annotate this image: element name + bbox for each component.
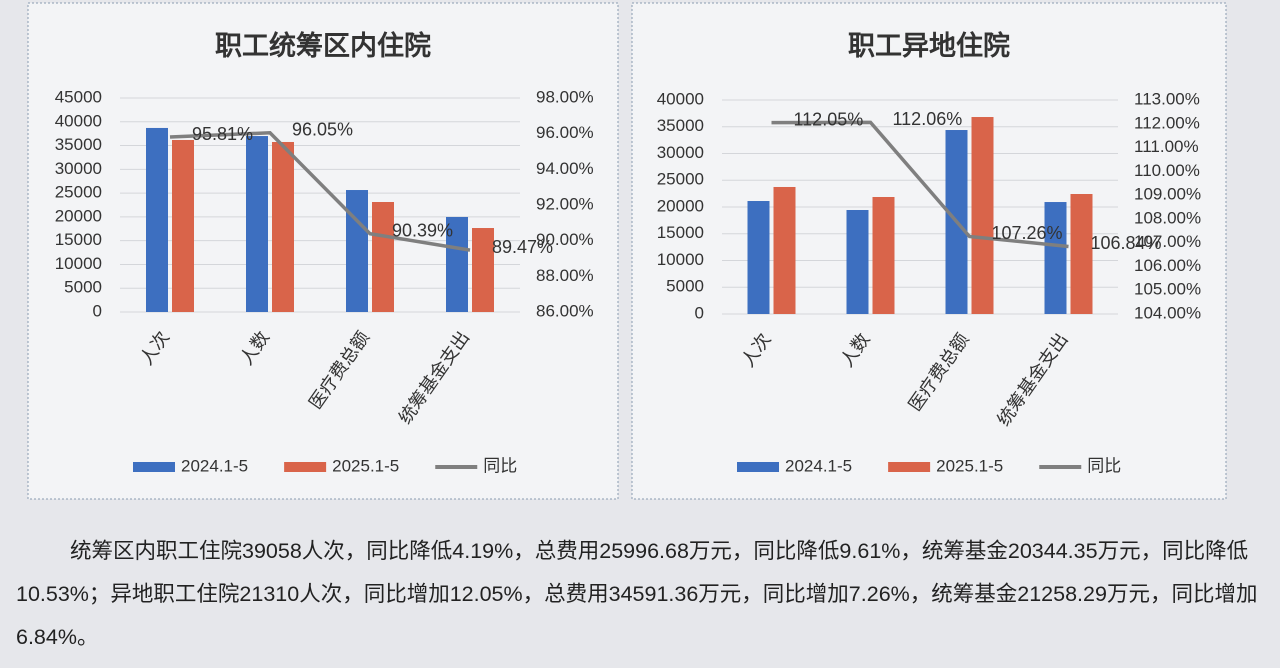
bar (971, 117, 994, 314)
bar (172, 139, 194, 312)
data-label: 89.47% (492, 237, 553, 257)
legend-label: 2025.1-5 (332, 456, 399, 475)
legend-swatch (737, 462, 779, 472)
y2-tick-label: 86.00% (536, 301, 594, 320)
y-tick-label: 35000 (55, 135, 102, 154)
y-tick-label: 5000 (64, 278, 102, 297)
panel (27, 2, 619, 500)
panel (631, 2, 1227, 500)
legend-swatch (133, 462, 175, 472)
bar (346, 190, 368, 312)
bar (1044, 202, 1067, 314)
chart-title: 职工统筹区内住院 (215, 30, 431, 61)
y2-tick-label: 113.00% (1134, 89, 1200, 108)
y-tick-label: 30000 (55, 159, 102, 178)
legend-label: 2025.1-5 (936, 456, 1003, 475)
bar (446, 216, 468, 312)
y2-tick-label: 90.00% (536, 230, 594, 249)
bar (372, 202, 394, 312)
y2-tick-label: 108.00% (1134, 208, 1201, 227)
summary-paragraph: 统筹区内职工住院39058人次，同比降低4.19%，总费用25996.68万元，… (16, 539, 1258, 649)
bar (1070, 193, 1093, 314)
y-tick-label: 15000 (55, 230, 102, 249)
y-tick-label: 40000 (657, 89, 704, 108)
legend-swatch (888, 462, 931, 472)
y-tick-label: 20000 (55, 206, 102, 225)
data-label: 90.39% (392, 220, 453, 240)
legend-label: 同比 (483, 456, 517, 475)
y2-tick-label: 109.00% (1134, 185, 1201, 204)
y2-tick-label: 88.00% (536, 266, 594, 285)
data-label: 95.81% (192, 124, 253, 144)
y2-tick-label: 98.00% (536, 87, 594, 106)
y-tick-label: 45000 (55, 87, 102, 106)
y-tick-label: 25000 (657, 170, 704, 189)
y-tick-label: 30000 (657, 143, 704, 162)
y-tick-label: 10000 (657, 250, 704, 269)
y-tick-label: 40000 (55, 111, 102, 130)
data-label: 112.05% (794, 109, 864, 129)
y2-tick-label: 110.00% (1134, 161, 1200, 180)
y2-tick-label: 105.00% (1134, 280, 1201, 299)
data-label: 112.06% (893, 109, 963, 129)
bar (846, 209, 869, 314)
y2-tick-label: 94.00% (536, 159, 594, 178)
bar (872, 196, 895, 314)
y-tick-label: 0 (695, 303, 704, 322)
y-tick-label: 25000 (55, 183, 102, 202)
bar (773, 186, 796, 314)
y2-tick-label: 107.00% (1134, 232, 1201, 251)
y-tick-label: 5000 (666, 277, 704, 296)
legend-swatch (284, 462, 327, 472)
y2-tick-label: 111.00% (1134, 137, 1199, 156)
bar (246, 136, 268, 312)
y2-tick-label: 106.00% (1134, 256, 1201, 275)
y2-tick-label: 112.00% (1134, 113, 1200, 132)
legend-label: 2024.1-5 (785, 456, 852, 475)
y-tick-label: 10000 (55, 254, 102, 273)
line (771, 120, 1069, 249)
y-tick-label: 0 (93, 301, 102, 320)
legend-label: 同比 (1087, 456, 1121, 475)
line (169, 130, 471, 252)
data-label: 107.26% (992, 223, 1063, 243)
bar (747, 201, 770, 314)
y-tick-label: 15000 (657, 223, 704, 242)
legend-label: 2024.1-5 (181, 456, 248, 475)
y2-tick-label: 104.00% (1134, 303, 1201, 322)
bar (146, 127, 168, 313)
bar (272, 141, 294, 312)
y2-tick-label: 92.00% (536, 194, 594, 213)
y-tick-label: 20000 (657, 196, 704, 215)
data-label: 96.05% (292, 120, 353, 140)
bar (472, 228, 494, 312)
y2-tick-label: 96.00% (536, 123, 594, 142)
charts: 职工统筹区内住院 0 5000 10000 15000 20000 25000 30000 35… (27, 2, 1227, 500)
data-label: 106.84% (1091, 233, 1162, 253)
y-tick-label: 35000 (657, 116, 704, 135)
chart-title: 职工异地住院 (848, 30, 1010, 61)
